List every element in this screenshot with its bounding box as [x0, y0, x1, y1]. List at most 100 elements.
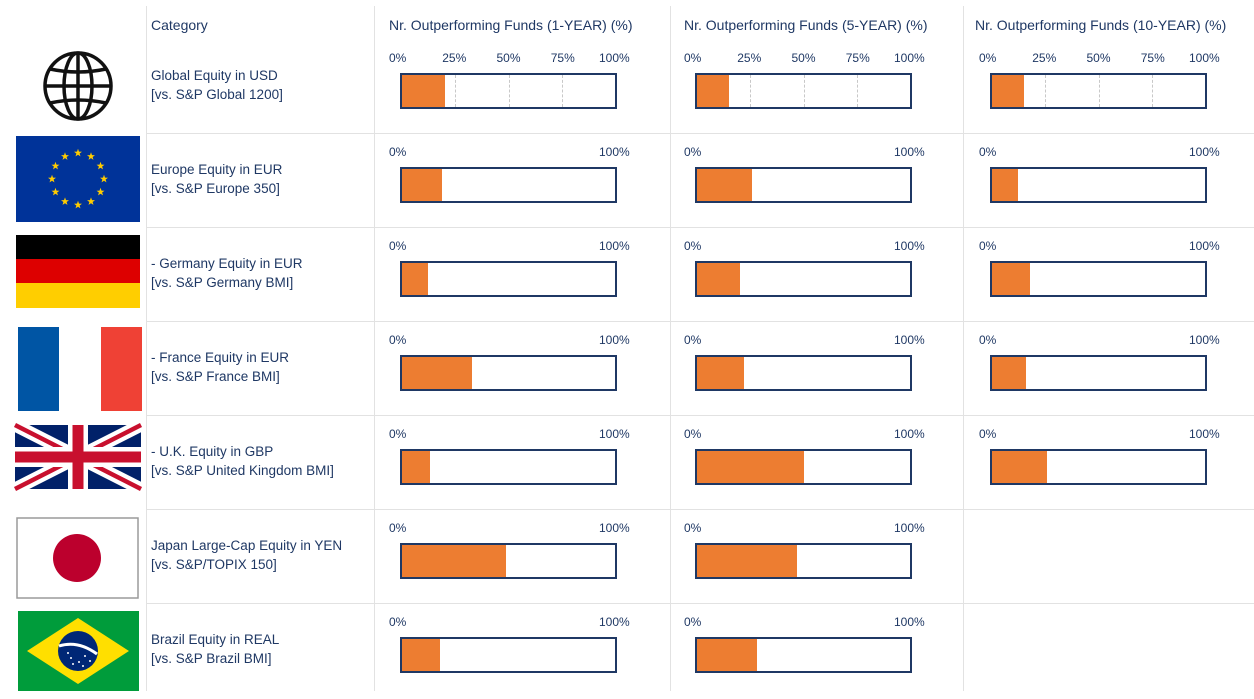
bar-fill — [992, 451, 1048, 483]
bar-fill — [402, 639, 441, 671]
bar-fill — [402, 357, 473, 389]
bar-track — [695, 637, 912, 673]
tick-label: 0% — [389, 239, 407, 253]
bar-track — [400, 73, 617, 109]
bar-fill — [697, 75, 729, 107]
category-label: Brazil Equity in REAL [vs. S&P Brazil BMI… — [151, 630, 279, 668]
bar-fill — [697, 451, 804, 483]
germany-flag — [16, 235, 140, 308]
tick-label: 0% — [389, 427, 407, 441]
category-label: - U.K. Equity in GBP [vs. S&P United King… — [151, 442, 334, 480]
category-label: - France Equity in EUR [vs. S&P France BM… — [151, 348, 289, 386]
tick-label: 100% — [894, 333, 925, 347]
tick-label: 0% — [979, 427, 997, 441]
category-name: Global Equity in USD — [151, 68, 278, 83]
row-divider — [146, 415, 1254, 416]
bar-track — [695, 261, 912, 297]
tick-label: 100% — [1189, 427, 1220, 441]
tick-label: 0% — [979, 333, 997, 347]
flag-cell — [13, 512, 143, 600]
globe-icon — [43, 51, 113, 121]
tick-label: 0% — [684, 145, 702, 159]
tick-label: 0% — [979, 145, 997, 159]
bar-track — [400, 355, 617, 391]
bar-track — [990, 355, 1207, 391]
tick-label: 100% — [894, 615, 925, 629]
header-category: Category — [151, 17, 208, 33]
bar-track — [695, 73, 912, 109]
bar-fill — [402, 545, 507, 577]
tick-label: 0% — [684, 615, 702, 629]
flag-cell — [12, 418, 144, 506]
bar-fill — [992, 263, 1031, 295]
bar-fill — [402, 75, 445, 107]
tick-label: 100% — [894, 51, 925, 65]
bar-fill — [697, 639, 757, 671]
bar-track — [695, 167, 912, 203]
tick-label: 25% — [1032, 51, 1057, 65]
bar-track — [695, 543, 912, 579]
tick-label: 75% — [550, 51, 575, 65]
category-name: - France Equity in EUR — [151, 350, 290, 365]
bar-track — [400, 637, 617, 673]
bar-fill — [697, 545, 798, 577]
tick-label: 50% — [496, 51, 521, 65]
bar-fill — [992, 169, 1018, 201]
tick-label: 75% — [1140, 51, 1165, 65]
bar-track — [990, 167, 1207, 203]
bar-track — [990, 449, 1207, 485]
benchmark-name: [vs. S&P United Kingdom BMI] — [151, 463, 334, 478]
category-label: - Germany Equity in EUR [vs. S&P Germany … — [151, 254, 303, 292]
bar-fill — [402, 451, 430, 483]
tick-label: 25% — [442, 51, 467, 65]
bar-track — [990, 73, 1207, 109]
benchmark-name: [vs. S&P Germany BMI] — [151, 275, 294, 290]
tick-label: 0% — [684, 521, 702, 535]
tick-label: 75% — [845, 51, 870, 65]
flag-cell — [13, 606, 143, 694]
category-name: - Germany Equity in EUR — [151, 256, 303, 271]
bar-fill — [402, 169, 443, 201]
row-divider — [146, 321, 1254, 322]
bar-track — [990, 261, 1207, 297]
column-divider — [374, 6, 375, 691]
tick-label: 0% — [389, 333, 407, 347]
uk-flag — [12, 419, 144, 495]
tick-label: 100% — [894, 521, 925, 535]
row-divider — [146, 603, 1254, 604]
tick-label: 25% — [737, 51, 762, 65]
bar-gridline — [750, 75, 752, 107]
tick-label: 0% — [389, 521, 407, 535]
category-name: Brazil Equity in REAL — [151, 632, 280, 647]
bar-fill — [992, 357, 1027, 389]
row-divider — [146, 133, 1254, 134]
tick-label: 100% — [599, 333, 630, 347]
flag-cell — [13, 324, 143, 412]
bar-gridline — [561, 75, 563, 107]
tick-label: 100% — [894, 239, 925, 253]
bar-fill — [697, 263, 740, 295]
bar-track — [400, 261, 617, 297]
bar-gridline — [1098, 75, 1100, 107]
bar-fill — [992, 75, 1024, 107]
benchmark-name: [vs. S&P/TOPIX 150] — [151, 557, 277, 572]
france-flag — [18, 327, 142, 411]
category-name: - U.K. Equity in GBP — [151, 444, 274, 459]
bar-gridline — [455, 75, 457, 107]
brazil-flag — [18, 611, 139, 691]
bar-fill — [697, 357, 744, 389]
japan-flag — [16, 517, 139, 599]
tick-label: 0% — [684, 239, 702, 253]
tick-label: 0% — [389, 145, 407, 159]
benchmark-name: [vs. S&P Brazil BMI] — [151, 651, 272, 666]
tick-label: 0% — [389, 51, 407, 65]
bar-gridline — [856, 75, 858, 107]
bar-track — [400, 449, 617, 485]
column-divider — [963, 6, 964, 691]
tick-label: 50% — [791, 51, 816, 65]
header-10-year: Nr. Outperforming Funds (10-YEAR) (%) — [975, 17, 1227, 33]
tick-label: 100% — [599, 427, 630, 441]
tick-label: 100% — [894, 145, 925, 159]
row-divider — [146, 509, 1254, 510]
benchmark-name: [vs. S&P France BMI] — [151, 369, 280, 384]
